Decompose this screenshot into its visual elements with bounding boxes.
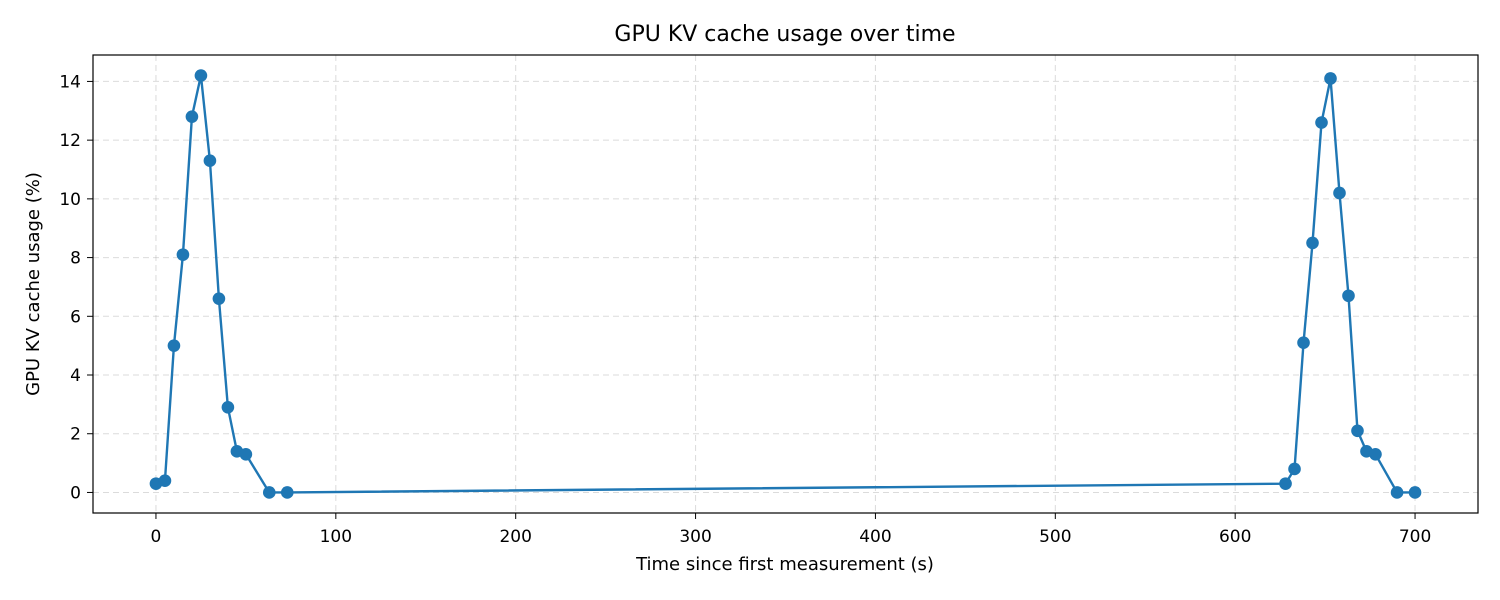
data-point bbox=[1390, 486, 1404, 499]
y-axis-label: GPU KV cache usage (%) bbox=[23, 172, 44, 396]
y-tick-label: 12 bbox=[59, 131, 81, 151]
y-tick-label: 14 bbox=[59, 72, 81, 92]
plot-frame bbox=[92, 54, 1479, 514]
data-point bbox=[203, 154, 217, 167]
data-point bbox=[1333, 186, 1346, 200]
y-tick-label: 10 bbox=[59, 190, 81, 210]
x-tick-label: 700 bbox=[1399, 527, 1431, 547]
x-tick-label: 200 bbox=[499, 527, 531, 547]
x-tick-label: 100 bbox=[320, 527, 352, 547]
y-tick-label: 0 bbox=[70, 483, 81, 503]
data-point bbox=[167, 339, 181, 352]
data-point bbox=[176, 248, 190, 261]
x-tick-label: 300 bbox=[679, 527, 711, 547]
series bbox=[149, 69, 1422, 499]
grid bbox=[93, 55, 1478, 513]
data-point bbox=[1324, 72, 1337, 85]
data-point bbox=[239, 447, 253, 461]
y-tick-label: 4 bbox=[70, 366, 81, 386]
ticks: 0 100 200 300 400 500 600 700 0 2 4 6 8 10 12 14 bbox=[59, 72, 1431, 547]
data-point bbox=[221, 401, 235, 414]
x-tick-label: 400 bbox=[859, 527, 891, 547]
data-point bbox=[1351, 424, 1364, 438]
x-tick-label: 600 bbox=[1219, 527, 1251, 547]
data-point bbox=[1369, 447, 1382, 461]
y-tick-label: 2 bbox=[70, 425, 81, 445]
data-point bbox=[280, 486, 294, 499]
data-point bbox=[185, 110, 199, 123]
y-tick-label: 8 bbox=[70, 249, 81, 269]
data-point bbox=[1288, 462, 1301, 476]
data-point bbox=[1342, 289, 1355, 303]
chart-title: GPU KV cache usage over time bbox=[614, 22, 955, 47]
data-point bbox=[1315, 116, 1328, 129]
x-tick-label: 0 bbox=[151, 527, 162, 547]
data-point bbox=[1297, 336, 1310, 350]
x-tick-label: 500 bbox=[1039, 527, 1071, 547]
data-point bbox=[212, 292, 226, 305]
series-line bbox=[155, 74, 1416, 494]
data-point bbox=[194, 69, 208, 82]
data-point bbox=[262, 486, 276, 499]
data-point bbox=[1408, 486, 1422, 499]
data-point bbox=[158, 474, 172, 488]
x-axis-label: Time since first measurement (s) bbox=[635, 554, 934, 575]
data-point bbox=[1279, 477, 1292, 490]
data-point bbox=[1306, 236, 1319, 250]
y-tick-label: 6 bbox=[70, 307, 81, 327]
